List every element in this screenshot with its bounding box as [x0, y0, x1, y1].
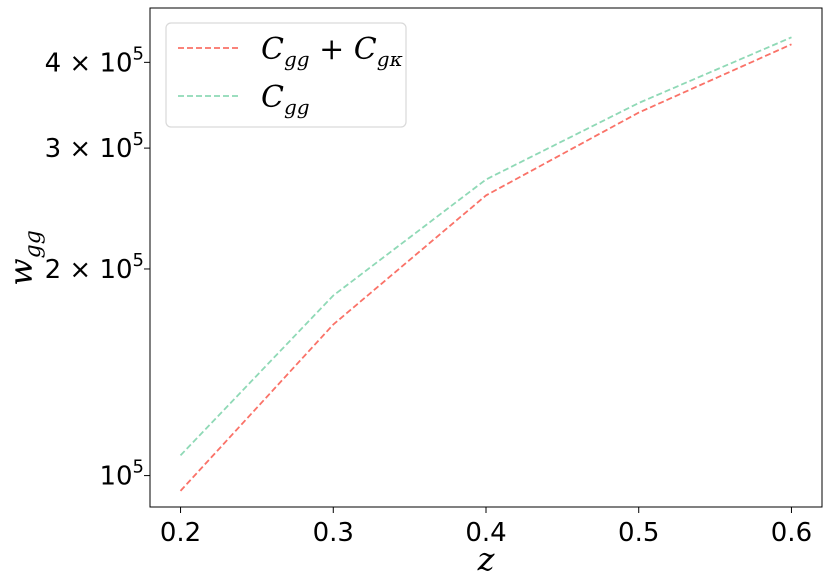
series-line-1 [179, 43, 792, 492]
y-tick-label: 4 × 105 [45, 43, 144, 78]
x-tick-label: 0.4 [465, 518, 506, 548]
y-axis: 105 2 × 105 3 × 105 4 × 105 [45, 43, 150, 492]
legend-box [165, 22, 407, 128]
y-tick-label: 2 × 105 [45, 250, 144, 285]
x-tick-label: 0.5 [618, 518, 659, 548]
x-axis: 0.2 0.3 0.4 0.5 0.6 [160, 507, 812, 548]
x-axis-label: z [477, 540, 496, 578]
series-line-2 [179, 36, 792, 457]
y-tick-label: 3 × 105 [45, 129, 144, 164]
x-tick-label: 0.6 [771, 518, 812, 548]
y-tick-label: 105 [99, 457, 144, 492]
x-tick-label: 0.3 [313, 518, 354, 548]
x-tick-label: 0.2 [160, 518, 201, 548]
legend: Cgg + Cgκ Cgg [165, 22, 407, 128]
series-layer [179, 36, 792, 492]
y-axis-label: wgg [2, 230, 46, 286]
